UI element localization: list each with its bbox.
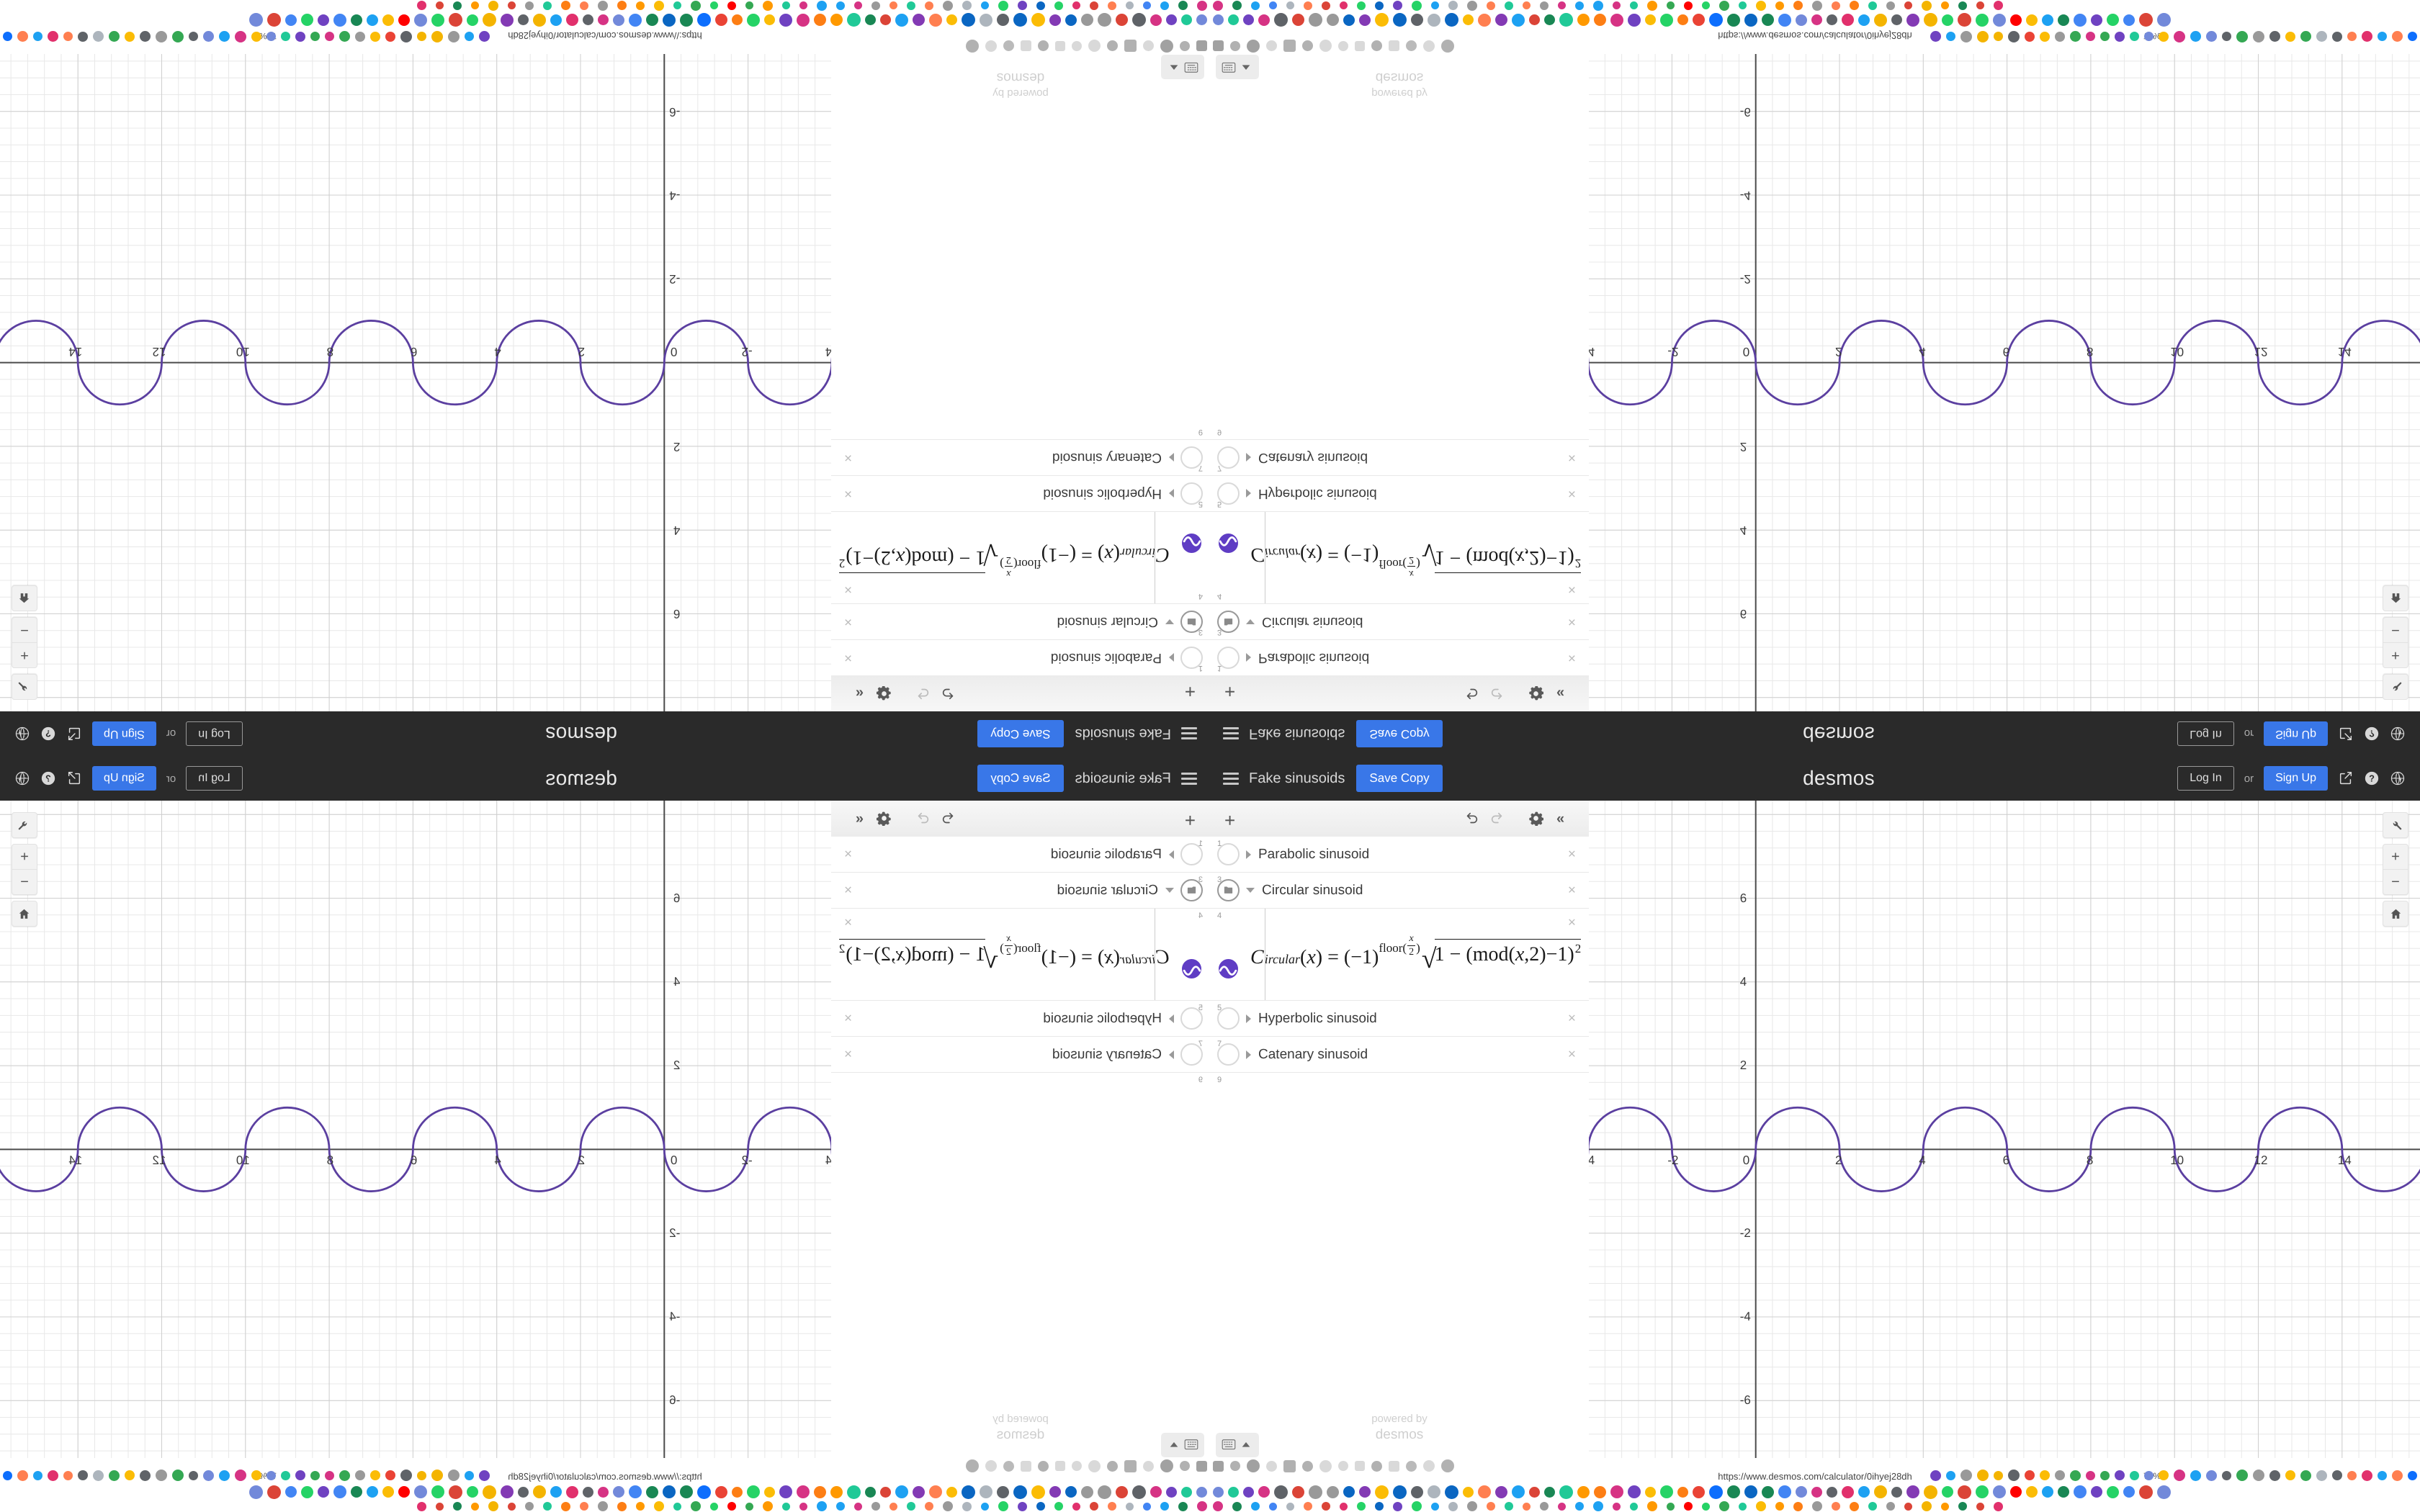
svg-text:?: ? bbox=[2369, 773, 2375, 784]
svg-text:?: ? bbox=[45, 773, 51, 784]
svg-text:?: ? bbox=[45, 729, 51, 739]
svg-text:?: ? bbox=[2369, 729, 2375, 739]
